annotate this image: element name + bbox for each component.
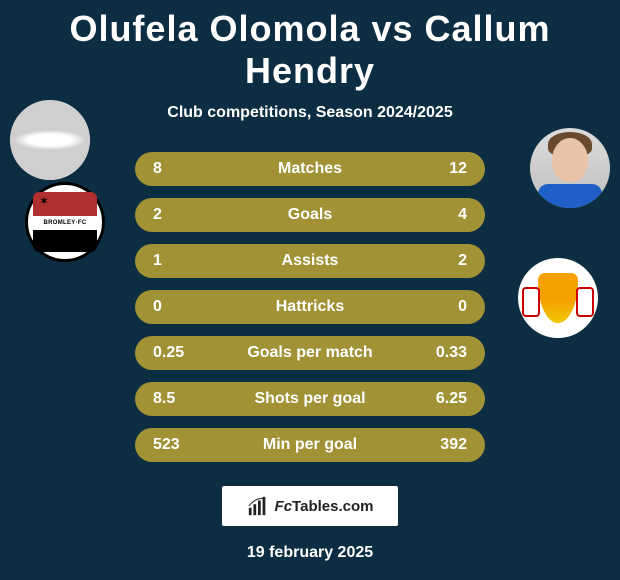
stat-label: Matches	[193, 160, 427, 178]
stat-left-value: 523	[153, 436, 193, 454]
stat-label: Goals	[193, 206, 427, 224]
stat-left-value: 0.25	[153, 344, 193, 362]
stat-row: 0 Hattricks 0	[135, 290, 485, 324]
page-title: Olufela Olomola vs Callum Hendry	[0, 0, 620, 92]
stat-row: 8 Matches 12	[135, 152, 485, 186]
subtitle: Club competitions, Season 2024/2025	[0, 104, 620, 122]
stat-label: Goals per match	[193, 344, 427, 362]
stat-right-value: 0.33	[427, 344, 467, 362]
stat-right-value: 4	[427, 206, 467, 224]
stat-right-value: 392	[427, 436, 467, 454]
stat-row: 2 Goals 4	[135, 198, 485, 232]
stat-left-value: 8	[153, 160, 193, 178]
stat-right-value: 6.25	[427, 390, 467, 408]
stat-label: Hattricks	[193, 298, 427, 316]
stat-left-value: 8.5	[153, 390, 193, 408]
player2-photo	[530, 128, 610, 208]
stat-row: 0.25 Goals per match 0.33	[135, 336, 485, 370]
stat-row: 8.5 Shots per goal 6.25	[135, 382, 485, 416]
player1-photo	[10, 100, 90, 180]
club2-logo	[518, 258, 598, 338]
stat-left-value: 2	[153, 206, 193, 224]
stat-left-value: 0	[153, 298, 193, 316]
stat-right-value: 0	[427, 298, 467, 316]
brand-text: FcTables.com	[275, 498, 374, 515]
club1-text: BROMLEY·FC	[33, 216, 97, 230]
stat-right-value: 12	[427, 160, 467, 178]
bar-chart-icon	[247, 495, 269, 517]
stat-right-value: 2	[427, 252, 467, 270]
stat-label: Assists	[193, 252, 427, 270]
stat-row: 1 Assists 2	[135, 244, 485, 278]
stat-label: Shots per goal	[193, 390, 427, 408]
brand-badge: FcTables.com	[222, 486, 398, 526]
stat-left-value: 1	[153, 252, 193, 270]
date-text: 19 february 2025	[0, 544, 620, 562]
stat-label: Min per goal	[193, 436, 427, 454]
stat-row: 523 Min per goal 392	[135, 428, 485, 462]
club1-logo: BROMLEY·FC	[25, 182, 105, 262]
